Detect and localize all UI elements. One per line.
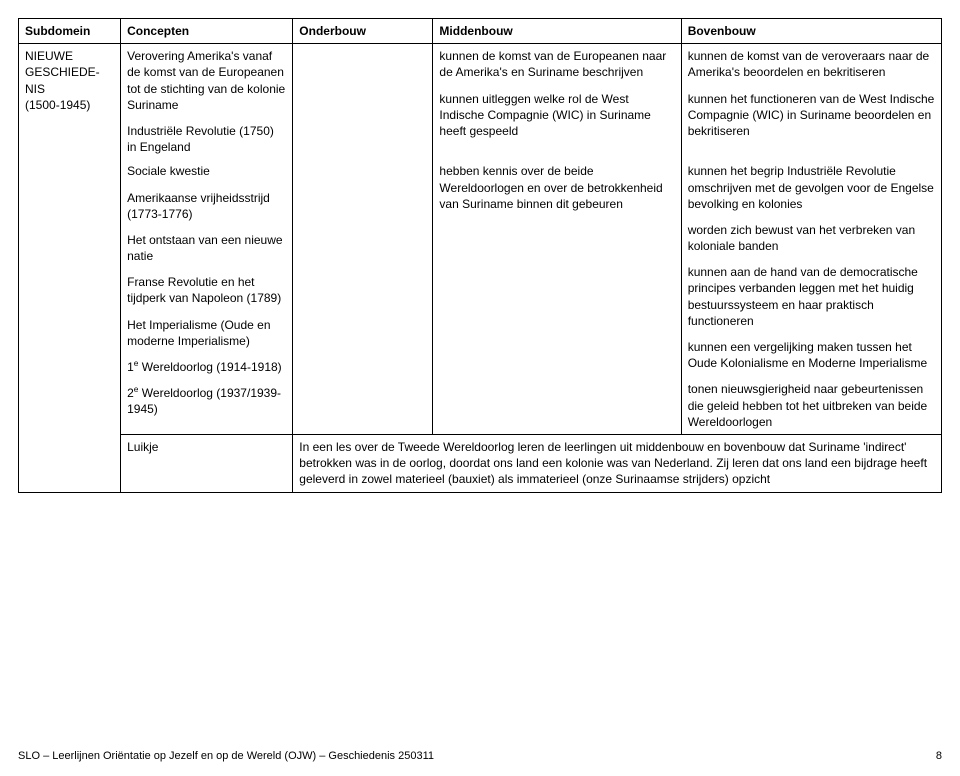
header-middenbouw: Middenbouw — [433, 19, 681, 44]
bovenbouw-text: kunnen een vergelijking maken tussen het… — [688, 339, 935, 371]
concept-text: Franse Revolutie en het tijdperk van Nap… — [127, 274, 286, 306]
cell-middenbouw-2: hebben kennis over de beide Wereldoorlog… — [433, 159, 681, 434]
bovenbouw-text: kunnen het begrip Industriële Revolutie … — [688, 163, 935, 212]
bovenbouw-text: kunnen de komst van de veroveraars naar … — [688, 48, 935, 80]
subdomein-range: (1500-1945) — [25, 98, 90, 112]
concept-text: Industriële Revolutie (1750) in Engeland — [127, 123, 286, 155]
header-concepten: Concepten — [121, 19, 293, 44]
cell-concepten-2: Sociale kwestie Amerikaanse vrijheidsstr… — [121, 159, 293, 434]
middenbouw-text: kunnen uitleggen welke rol de West Indis… — [439, 91, 674, 140]
cell-luikje-label: Luikje — [121, 434, 293, 492]
page-footer: SLO – Leerlijnen Oriëntatie op Jezelf en… — [18, 750, 942, 762]
bovenbouw-text: kunnen aan de hand van de democratische … — [688, 264, 935, 329]
middenbouw-text: kunnen de komst van de Europeanen naar d… — [439, 48, 674, 80]
concept-text: Amerikaanse vrijheidsstrijd (1773-1776) — [127, 190, 286, 222]
ww1-pre: 1 — [127, 360, 134, 374]
bovenbouw-text: kunnen het functioneren van de West Indi… — [688, 91, 935, 140]
footer-page-number: 8 — [936, 750, 942, 762]
curriculum-table: Subdomein Concepten Onderbouw Middenbouw… — [18, 18, 942, 493]
header-onderbouw: Onderbouw — [293, 19, 433, 44]
cell-bovenbouw-2: kunnen het begrip Industriële Revolutie … — [681, 159, 941, 434]
ww1-post: Wereldoorlog (1914-1918) — [138, 360, 281, 374]
header-bovenbouw: Bovenbouw — [681, 19, 941, 44]
middenbouw-text: hebben kennis over de beide Wereldoorlog… — [439, 163, 674, 212]
cell-middenbouw-1: kunnen de komst van de Europeanen naar d… — [433, 44, 681, 160]
header-subdomein: Subdomein — [19, 19, 121, 44]
cell-onderbouw — [293, 44, 433, 435]
cell-luikje-text: In een les over de Tweede Wereldoorlog l… — [293, 434, 942, 492]
cell-subdomein: NIEUWE GESCHIEDE-NIS (1500-1945) — [19, 44, 121, 492]
luikje-text: In een les over de Tweede Wereldoorlog l… — [299, 440, 927, 486]
luikje-label: Luikje — [127, 440, 158, 454]
ww2-post: Wereldoorlog (1937/1939-1945) — [127, 386, 281, 416]
table-header-row: Subdomein Concepten Onderbouw Middenbouw… — [19, 19, 942, 44]
footer-left: SLO – Leerlijnen Oriëntatie op Jezelf en… — [18, 750, 434, 762]
table-row: NIEUWE GESCHIEDE-NIS (1500-1945) Verover… — [19, 44, 942, 160]
concept-text: Het Imperialisme (Oude en moderne Imperi… — [127, 317, 286, 349]
concept-text: 1e Wereldoorlog (1914-1918) — [127, 359, 286, 375]
cell-bovenbouw-1: kunnen de komst van de veroveraars naar … — [681, 44, 941, 160]
concept-text: 2e Wereldoorlog (1937/1939-1945) — [127, 385, 286, 417]
concept-text: Verovering Amerika's vanaf de komst van … — [127, 48, 286, 113]
concept-text: Het ontstaan van een nieuwe natie — [127, 232, 286, 264]
bovenbouw-text: worden zich bewust van het verbreken van… — [688, 222, 935, 254]
cell-concepten-1: Verovering Amerika's vanaf de komst van … — [121, 44, 293, 160]
table-row: Sociale kwestie Amerikaanse vrijheidsstr… — [19, 159, 942, 434]
ww2-pre: 2 — [127, 386, 134, 400]
concept-text: Sociale kwestie — [127, 163, 286, 179]
table-row-luikje: Luikje In een les over de Tweede Wereldo… — [19, 434, 942, 492]
subdomein-title: NIEUWE GESCHIEDE-NIS — [25, 49, 100, 95]
bovenbouw-text: tonen nieuwsgierigheid naar gebeurteniss… — [688, 381, 935, 430]
